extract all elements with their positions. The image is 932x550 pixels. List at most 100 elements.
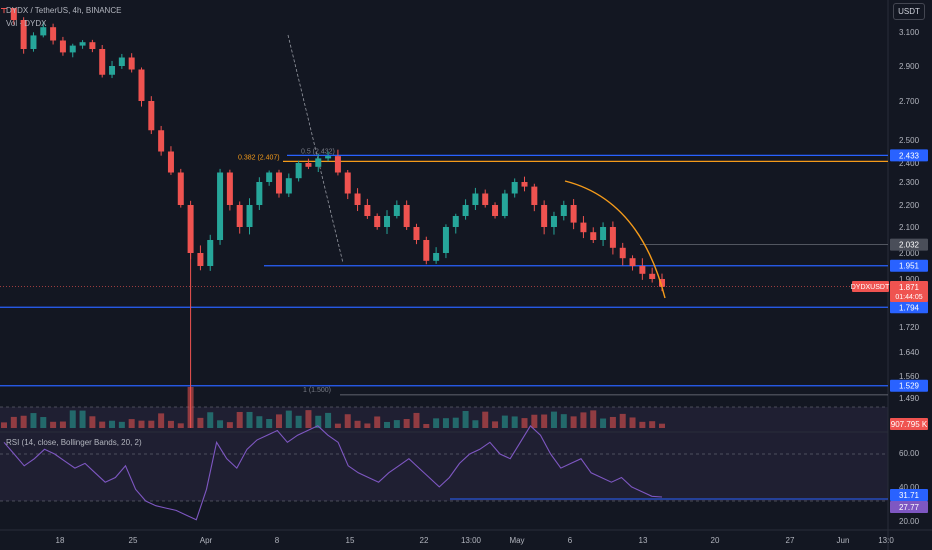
candle-body [30, 35, 37, 49]
candle-body [423, 240, 430, 261]
candle-body [99, 49, 106, 75]
volume-bar [531, 414, 538, 428]
candle-body [619, 247, 626, 259]
volume-bar [30, 413, 37, 428]
volume-bar [344, 414, 351, 428]
price-tick-label: 2.100 [899, 223, 920, 232]
volume-bar [148, 420, 155, 428]
badge-1951-bg [890, 259, 928, 272]
volume-bar [580, 412, 587, 428]
volume-bar [246, 411, 253, 428]
candle-body [413, 227, 420, 240]
price-tick-label: 2.300 [899, 178, 920, 187]
volume-bar [275, 414, 282, 428]
candle-body [79, 42, 86, 46]
time-tick-label: 27 [786, 536, 795, 545]
candle-body [600, 227, 607, 240]
curve-drawing [564, 180, 666, 299]
volume-bar [285, 410, 292, 428]
price-tick-label: 2.400 [899, 159, 920, 168]
volume-bar [462, 410, 469, 428]
volume-bar [649, 421, 656, 428]
candle-body [629, 258, 636, 266]
candle-body [325, 156, 332, 159]
volume-bar [393, 420, 400, 428]
candle-body [354, 193, 361, 205]
candle-body [501, 193, 508, 216]
volume-bar [207, 412, 214, 428]
candle-body [138, 69, 145, 101]
candle-body [511, 182, 518, 194]
candle-body [462, 205, 469, 216]
ticker-label: DYDXUSDT [851, 284, 890, 291]
candle-body [492, 205, 499, 216]
candle-body [158, 130, 165, 152]
volume-bar [619, 413, 626, 428]
volume-bar [560, 414, 567, 428]
volume-bar [1, 422, 7, 428]
volume-bar [236, 411, 243, 428]
symbol-title: DYDX / TetherUS, 4h, BINANCE [6, 6, 122, 15]
rsi-tick-label: 20.00 [899, 517, 920, 526]
volume-bar [570, 416, 577, 428]
price-tick-label: 2.900 [899, 62, 920, 71]
candle-body [197, 253, 204, 266]
volume-bar [266, 418, 273, 428]
time-tick-label: 18 [56, 536, 65, 545]
time-tick-label: Apr [200, 536, 213, 545]
volume-bar [177, 423, 184, 428]
candle-body [560, 205, 567, 216]
time-tick-label: 15 [346, 536, 355, 545]
candle-body [403, 205, 410, 227]
volume-bar [364, 423, 371, 428]
candle-body [285, 178, 292, 194]
volume-bar [118, 421, 125, 428]
volume-bar [167, 420, 174, 428]
time-tick-label: May [509, 536, 524, 545]
trend-drawing [287, 34, 344, 264]
price-tick-label: 1.640 [899, 348, 920, 357]
badge-1794: 1.794 [899, 303, 920, 312]
candle-body [236, 205, 243, 227]
volume-bar [374, 416, 381, 428]
candle-body [217, 172, 224, 240]
candle-body [384, 216, 391, 227]
candle-body [521, 182, 528, 187]
candle-body [649, 273, 656, 279]
candle-body [187, 205, 194, 253]
price-tick-label: 2.000 [899, 249, 920, 258]
volume-bar [89, 416, 96, 428]
candle-body [148, 101, 155, 131]
volume-bar [384, 421, 391, 428]
volume-bar [10, 416, 17, 428]
time-tick-label: 20 [711, 536, 720, 545]
time-tick-label: 25 [129, 536, 138, 545]
fib-0382-label: 0.382 (2.407) [238, 154, 280, 161]
volume-bar [50, 421, 57, 428]
candle-body [109, 66, 116, 75]
volume-bar [541, 414, 548, 428]
time-tick-label: 13:0 [878, 536, 894, 545]
price-tick-label: 2.200 [899, 201, 920, 210]
price-tick-label: 3.100 [899, 28, 920, 37]
volume-bar [354, 420, 361, 428]
volume-bar [521, 418, 528, 428]
candle-body [118, 57, 125, 66]
rsi-line [3, 424, 663, 521]
volume-bar [79, 410, 86, 428]
price-tick-label: 2.500 [899, 136, 920, 145]
volume-bar [315, 415, 322, 428]
currency-button[interactable]: USDT [893, 3, 925, 20]
volume-bar [217, 420, 224, 428]
volume-bar [128, 419, 135, 428]
candle-body [442, 227, 449, 253]
candle-body [295, 163, 302, 179]
volume-bar [472, 420, 479, 428]
badge-1529-bg [890, 379, 928, 392]
candle-body [246, 205, 253, 227]
volume-bar [99, 421, 106, 428]
badge-1951: 1.951 [899, 262, 920, 271]
candle-body [59, 40, 66, 53]
volume-bar [413, 412, 420, 428]
